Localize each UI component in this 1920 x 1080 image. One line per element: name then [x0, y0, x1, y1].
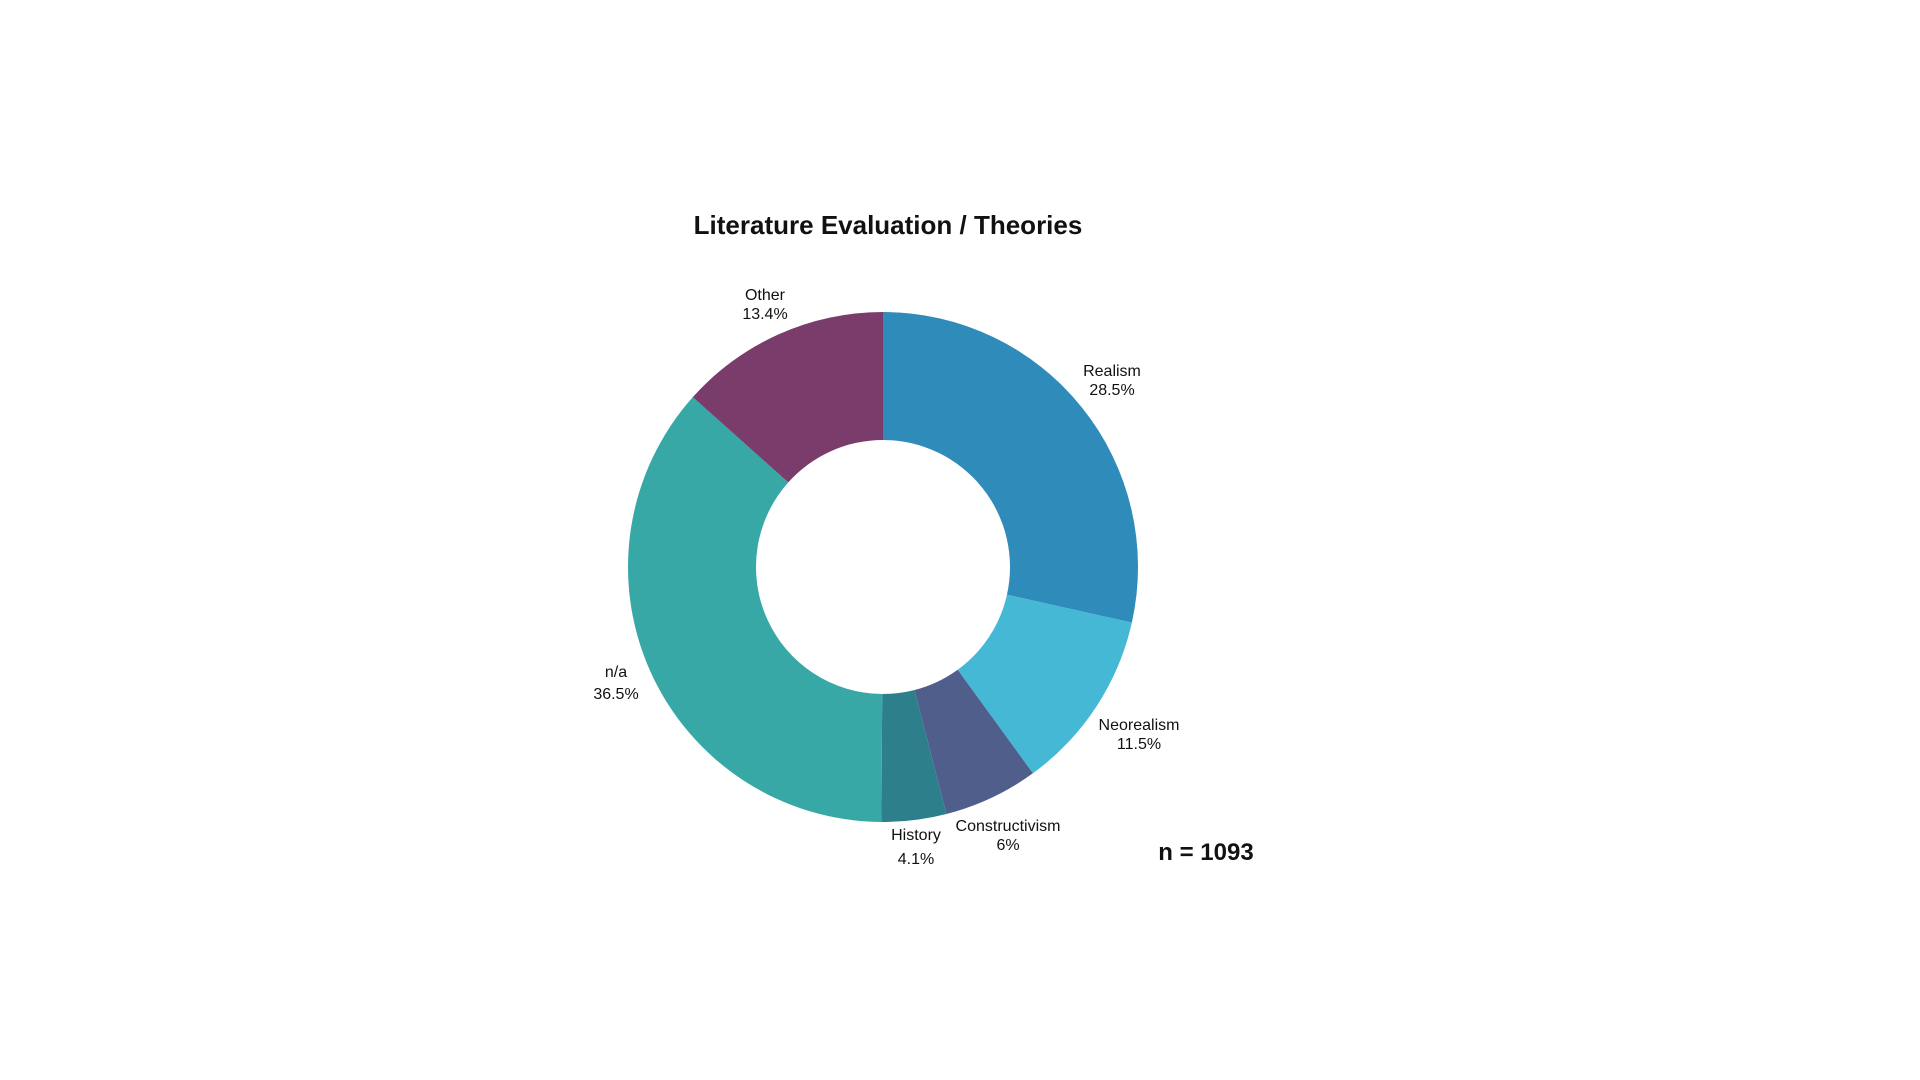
slice-realism: [883, 312, 1138, 623]
slice-label: n/a: [605, 664, 627, 681]
slice-value-label: 4.1%: [898, 851, 934, 868]
slice-label: Neorealism: [1099, 717, 1180, 734]
sample-size-annotation: n = 1093: [1158, 839, 1253, 866]
slice-value-label: 13.4%: [742, 306, 787, 323]
slice-value-label: 36.5%: [593, 686, 638, 703]
slice-label: Realism: [1083, 363, 1141, 380]
slice-value-label: 28.5%: [1089, 382, 1134, 399]
slices: [628, 312, 1138, 823]
slice-history: [881, 690, 947, 823]
slice-label: History: [891, 827, 941, 844]
slice-value-label: 6%: [996, 837, 1019, 854]
slice-other: [692, 312, 883, 483]
slice-label: Other: [745, 287, 786, 304]
slice-constructivism: [914, 669, 1033, 814]
slice-neorealism: [957, 594, 1132, 774]
slice-value-label: 11.5%: [1117, 736, 1161, 753]
slice-labels: Realism 28.5% Neorealism 11.5% Constructivis…: [593, 287, 1179, 868]
slice-na: [628, 397, 883, 822]
slice-label: Constructivism: [956, 818, 1061, 835]
chart-title: Literature Evaluation / Theories: [694, 210, 1083, 240]
